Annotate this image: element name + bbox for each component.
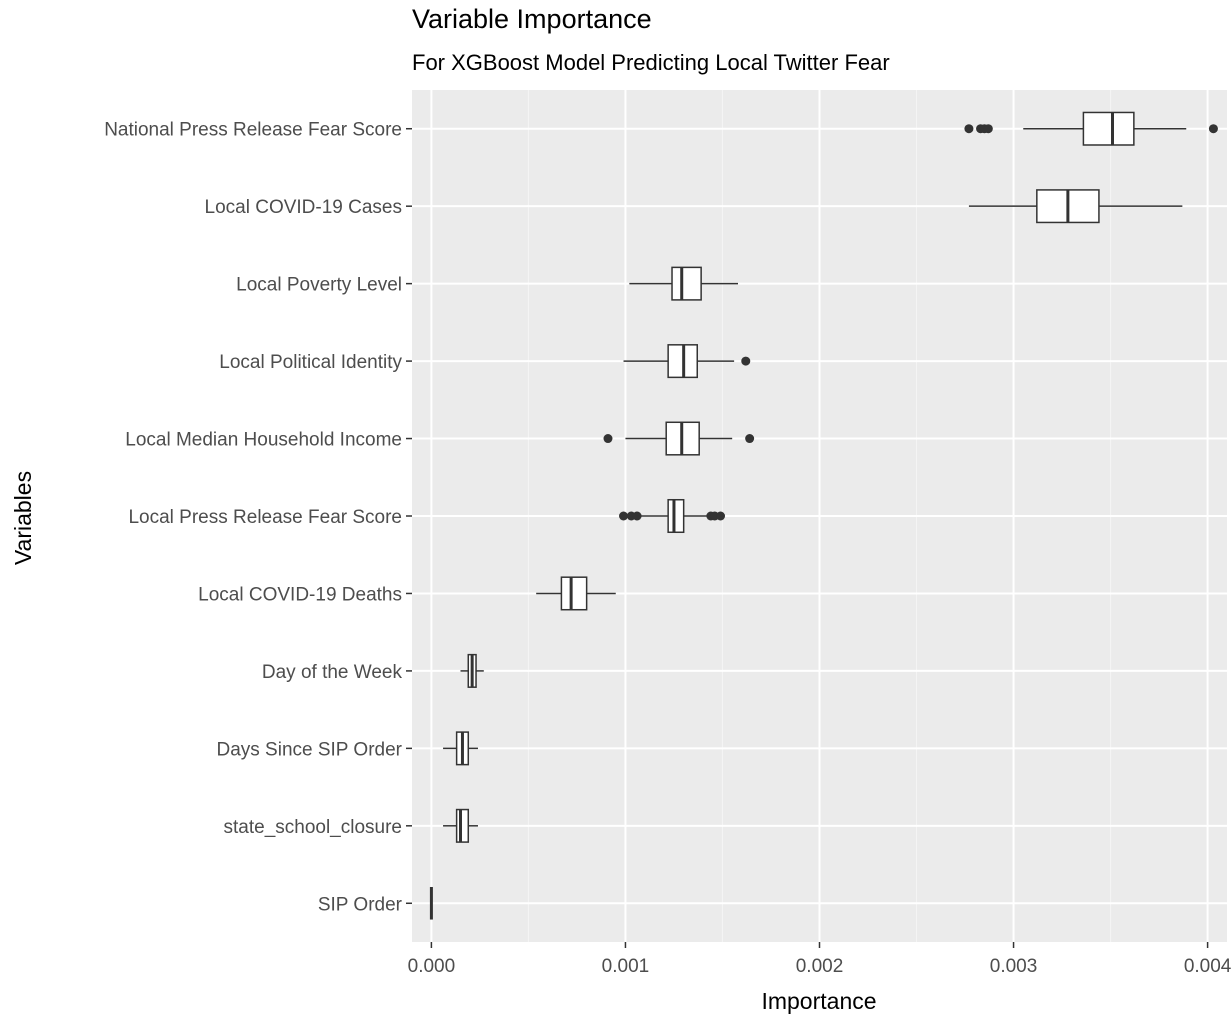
y-tick-label: Days Since SIP Order: [216, 739, 402, 760]
x-tick-label: 0.004: [1184, 956, 1232, 977]
x-tick-label: 0.001: [602, 956, 650, 977]
box-body: [667, 498, 685, 534]
x-axis: 0.000 0.001 0.002 0.003 0.004: [408, 942, 1232, 977]
box-2: [968, 189, 1183, 224]
y-tick-label: Local COVID-19 Deaths: [198, 584, 402, 605]
box-body: [671, 266, 702, 301]
y-tick-label: Local Poverty Level: [236, 275, 402, 296]
box-6: [619, 498, 726, 534]
outlier-point: [632, 511, 642, 521]
y-tick-label: National Press Release Fear Score: [104, 120, 402, 141]
box-7: [536, 576, 616, 611]
box-1: [964, 111, 1218, 146]
outlier-point: [745, 434, 755, 444]
box-body: [560, 576, 588, 611]
outlier-point: [964, 124, 974, 134]
box-8: [460, 653, 484, 688]
y-axis-title: Variables: [10, 471, 36, 565]
box-body: [1082, 111, 1135, 146]
box-10: [443, 808, 478, 843]
box-5: [603, 421, 755, 456]
x-tick-label: 0.003: [990, 956, 1038, 977]
x-tick-label: 0.002: [796, 956, 844, 977]
box-4: [623, 344, 751, 379]
outlier-point: [1208, 124, 1218, 134]
chart-title: Variable Importance: [412, 4, 652, 34]
chart-subtitle: For XGBoost Model Predicting Local Twitt…: [412, 50, 890, 75]
y-tick-label: SIP Order: [318, 894, 403, 915]
y-tick-label: Day of the Week: [262, 662, 403, 683]
outlier-point: [741, 356, 751, 366]
box-3: [629, 266, 738, 301]
y-tick-label: Local Political Identity: [219, 352, 402, 373]
outlier-point: [603, 434, 613, 444]
x-tick-label: 0.000: [408, 956, 456, 977]
outlier-point: [983, 124, 993, 134]
outlier-point: [716, 511, 726, 521]
x-axis-title: Importance: [761, 988, 876, 1014]
outlier-point: [619, 511, 629, 521]
y-axis: National Press Release Fear Score Local C…: [104, 120, 412, 915]
y-tick-label: Local Median Household Income: [125, 430, 402, 451]
y-tick-label: state_school_closure: [224, 817, 403, 838]
box-series: [429, 111, 1218, 920]
grid-lines: [412, 90, 1227, 942]
y-tick-label: Local COVID-19 Cases: [205, 197, 402, 218]
box-9: [443, 731, 478, 766]
y-tick-label: Local Press Release Fear Score: [128, 507, 402, 528]
box-body: [455, 808, 470, 843]
